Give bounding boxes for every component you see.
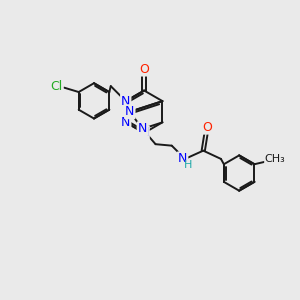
Text: CH₃: CH₃: [265, 154, 286, 164]
Text: N: N: [140, 126, 149, 140]
Text: H: H: [184, 160, 193, 170]
Text: N: N: [178, 152, 187, 165]
Text: O: O: [139, 62, 149, 76]
Text: O: O: [203, 121, 213, 134]
Text: N: N: [138, 122, 147, 135]
Text: Cl: Cl: [50, 80, 63, 93]
Text: N: N: [121, 94, 130, 108]
Text: N: N: [121, 116, 130, 129]
Text: N: N: [125, 105, 134, 118]
